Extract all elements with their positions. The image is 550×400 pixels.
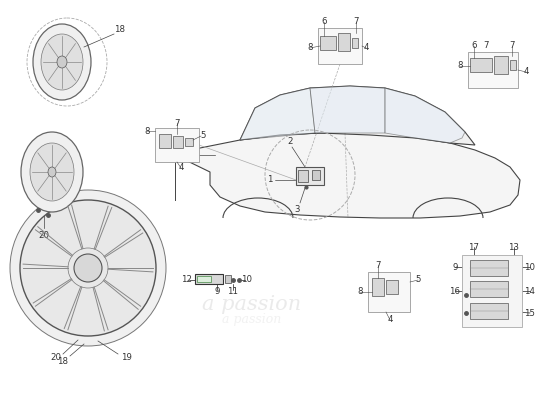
Text: 1: 1 xyxy=(267,176,273,184)
Ellipse shape xyxy=(41,34,83,90)
Polygon shape xyxy=(210,140,480,202)
FancyBboxPatch shape xyxy=(368,272,410,312)
Text: 13: 13 xyxy=(509,242,520,252)
FancyBboxPatch shape xyxy=(372,278,384,296)
Text: 19: 19 xyxy=(120,354,131,362)
FancyBboxPatch shape xyxy=(296,167,324,185)
FancyBboxPatch shape xyxy=(225,275,231,283)
FancyBboxPatch shape xyxy=(312,170,320,180)
FancyBboxPatch shape xyxy=(470,260,508,276)
Text: 4: 4 xyxy=(363,44,368,52)
Text: 7: 7 xyxy=(174,118,180,128)
FancyBboxPatch shape xyxy=(352,38,358,48)
Ellipse shape xyxy=(30,143,74,201)
Text: 8: 8 xyxy=(457,62,463,70)
Text: 10: 10 xyxy=(241,276,252,284)
FancyBboxPatch shape xyxy=(298,170,308,182)
Text: 18: 18 xyxy=(114,26,125,34)
Text: 4: 4 xyxy=(523,68,529,76)
Text: 20: 20 xyxy=(39,230,50,240)
Text: 6: 6 xyxy=(321,18,327,26)
Text: 18: 18 xyxy=(58,358,69,366)
FancyBboxPatch shape xyxy=(338,33,350,51)
Ellipse shape xyxy=(48,167,56,177)
Polygon shape xyxy=(310,86,385,133)
Text: 8: 8 xyxy=(307,44,313,52)
FancyBboxPatch shape xyxy=(320,36,336,50)
FancyBboxPatch shape xyxy=(185,138,193,146)
FancyBboxPatch shape xyxy=(462,255,522,327)
Text: 20: 20 xyxy=(51,354,62,362)
Text: 16: 16 xyxy=(449,286,460,296)
FancyBboxPatch shape xyxy=(386,280,398,294)
FancyBboxPatch shape xyxy=(470,303,508,319)
Text: 7: 7 xyxy=(375,260,381,270)
Text: a passion: a passion xyxy=(202,296,301,314)
FancyBboxPatch shape xyxy=(155,128,199,162)
Polygon shape xyxy=(240,86,475,145)
FancyBboxPatch shape xyxy=(159,134,171,148)
FancyBboxPatch shape xyxy=(510,60,516,70)
Ellipse shape xyxy=(21,132,83,212)
FancyBboxPatch shape xyxy=(318,28,362,64)
Ellipse shape xyxy=(57,56,67,68)
Text: 6: 6 xyxy=(471,42,477,50)
FancyBboxPatch shape xyxy=(470,58,492,72)
Text: 10: 10 xyxy=(525,262,536,272)
Circle shape xyxy=(10,190,166,346)
Circle shape xyxy=(20,200,156,336)
FancyBboxPatch shape xyxy=(197,276,211,282)
FancyBboxPatch shape xyxy=(173,136,183,148)
FancyBboxPatch shape xyxy=(470,281,508,297)
Text: 3: 3 xyxy=(294,204,300,214)
FancyBboxPatch shape xyxy=(195,274,223,284)
Ellipse shape xyxy=(33,24,91,100)
Text: 9: 9 xyxy=(214,288,219,296)
Text: 9: 9 xyxy=(452,262,458,272)
Circle shape xyxy=(74,254,102,282)
Text: 12: 12 xyxy=(182,276,192,284)
Text: 7: 7 xyxy=(509,42,515,50)
Text: 5: 5 xyxy=(415,276,421,284)
Text: 7: 7 xyxy=(353,18,359,26)
Polygon shape xyxy=(385,88,465,143)
Text: 4: 4 xyxy=(178,164,184,172)
Text: 8: 8 xyxy=(144,126,150,136)
Text: 11: 11 xyxy=(228,288,239,296)
Text: 8: 8 xyxy=(358,288,363,296)
Text: 5: 5 xyxy=(200,132,206,140)
Polygon shape xyxy=(175,133,520,218)
FancyBboxPatch shape xyxy=(468,52,518,88)
Text: 14: 14 xyxy=(525,286,536,296)
Text: 4: 4 xyxy=(387,316,393,324)
Text: 7: 7 xyxy=(483,42,489,50)
Text: 2: 2 xyxy=(287,136,293,146)
Text: 17: 17 xyxy=(469,242,480,252)
Text: 15: 15 xyxy=(525,308,536,318)
Polygon shape xyxy=(240,88,315,140)
Text: a passion: a passion xyxy=(222,314,282,326)
FancyBboxPatch shape xyxy=(494,56,508,74)
